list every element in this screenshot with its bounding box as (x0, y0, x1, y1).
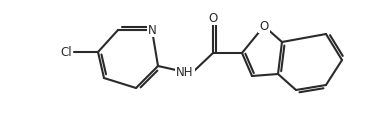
Text: O: O (208, 11, 217, 24)
Text: O: O (259, 20, 269, 33)
Text: Cl: Cl (60, 46, 72, 58)
Text: NH: NH (176, 66, 194, 79)
Text: N: N (148, 24, 156, 37)
